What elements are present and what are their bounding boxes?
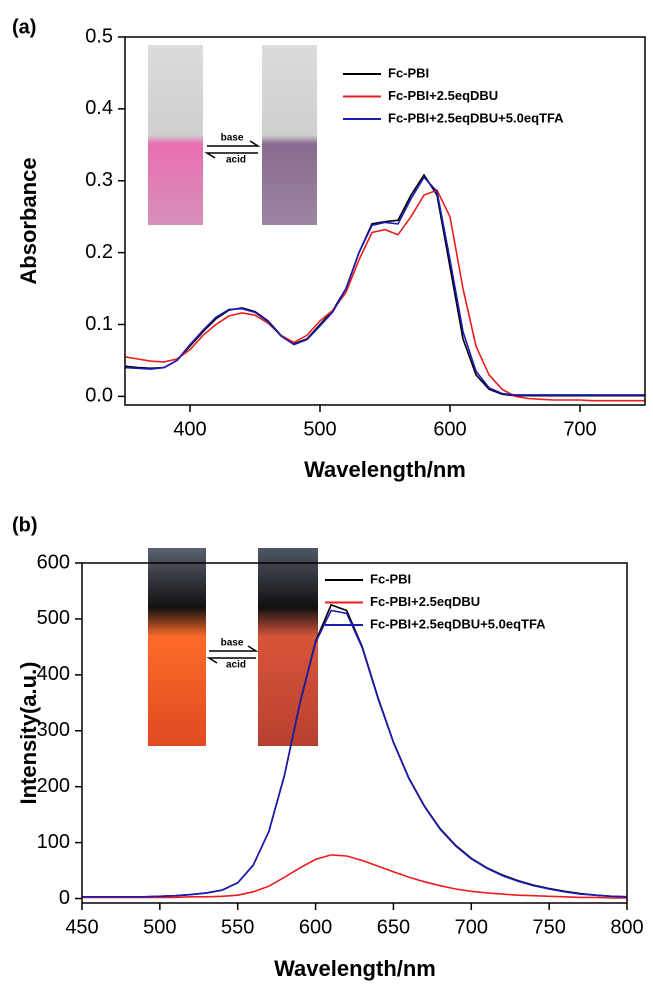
vial-photo bbox=[262, 45, 317, 225]
x-axis-title: Wavelength/nm bbox=[274, 956, 436, 981]
y-tick-label: 0.2 bbox=[85, 241, 113, 263]
legend-label: Fc-PBI+2.5eqDBU+5.0eqTFA bbox=[388, 110, 564, 125]
x-tick-label: 700 bbox=[455, 916, 488, 938]
data-line bbox=[82, 609, 628, 898]
legend-label: Fc-PBI+2.5eqDBU bbox=[370, 594, 480, 609]
equilibrium-arrow bbox=[206, 645, 259, 664]
x-tick-label: 800 bbox=[610, 916, 643, 938]
y-tick-label: 0 bbox=[59, 887, 70, 909]
inset-label: base bbox=[221, 638, 244, 649]
y-tick-label: 100 bbox=[37, 831, 70, 853]
x-tick-label: 400 bbox=[173, 418, 206, 440]
y-axis-title: Absorbance bbox=[16, 157, 41, 284]
inset-label: acid bbox=[226, 155, 246, 166]
y-tick-label: 200 bbox=[37, 775, 70, 797]
x-tick-label: 450 bbox=[65, 916, 98, 938]
plot-frame bbox=[81, 562, 628, 904]
inset-photos bbox=[148, 45, 318, 746]
x-tick-label: 500 bbox=[303, 418, 336, 440]
y-tick-label: 0.5 bbox=[85, 25, 113, 47]
inset-label: base bbox=[221, 133, 244, 144]
legend-label: Fc-PBI bbox=[370, 571, 411, 586]
y-tick-label: 600 bbox=[37, 551, 70, 573]
y-tick-label: 0.0 bbox=[85, 385, 113, 407]
inset-label: acid bbox=[226, 660, 246, 671]
y-tick-label: 300 bbox=[37, 719, 70, 741]
y-tick-label: 400 bbox=[37, 663, 70, 685]
panel-label: (b) bbox=[12, 514, 38, 536]
equilibrium-arrow bbox=[204, 140, 261, 159]
plot-frame bbox=[124, 36, 646, 406]
x-axis-title: Wavelength/nm bbox=[304, 457, 466, 482]
x-tick-label: 500 bbox=[143, 916, 176, 938]
y-tick-label: 0.3 bbox=[85, 169, 113, 191]
x-tick-label: 700 bbox=[563, 418, 596, 440]
x-tick-label: 600 bbox=[299, 916, 332, 938]
legend-label: Fc-PBI+2.5eqDBU bbox=[388, 88, 498, 103]
data-line bbox=[82, 854, 627, 899]
x-tick-label: 600 bbox=[433, 418, 466, 440]
x-tick-label: 750 bbox=[532, 916, 565, 938]
legend-label: Fc-PBI bbox=[388, 65, 429, 80]
vial-photo bbox=[258, 548, 318, 746]
y-axis-title: Intensity(a.u.) bbox=[16, 661, 41, 804]
x-tick-label: 650 bbox=[377, 916, 410, 938]
vial-photo bbox=[148, 45, 203, 225]
vial-photo bbox=[148, 548, 206, 746]
legend-label: Fc-PBI+2.5eqDBU+5.0eqTFA bbox=[370, 616, 546, 631]
y-tick-label: 500 bbox=[37, 607, 70, 629]
y-tick-label: 0.4 bbox=[85, 97, 113, 119]
data-line bbox=[124, 189, 645, 402]
y-tick-label: 0.1 bbox=[85, 313, 113, 335]
panel-label: (a) bbox=[12, 16, 36, 38]
x-tick-label: 550 bbox=[221, 916, 254, 938]
data-line bbox=[124, 175, 645, 396]
